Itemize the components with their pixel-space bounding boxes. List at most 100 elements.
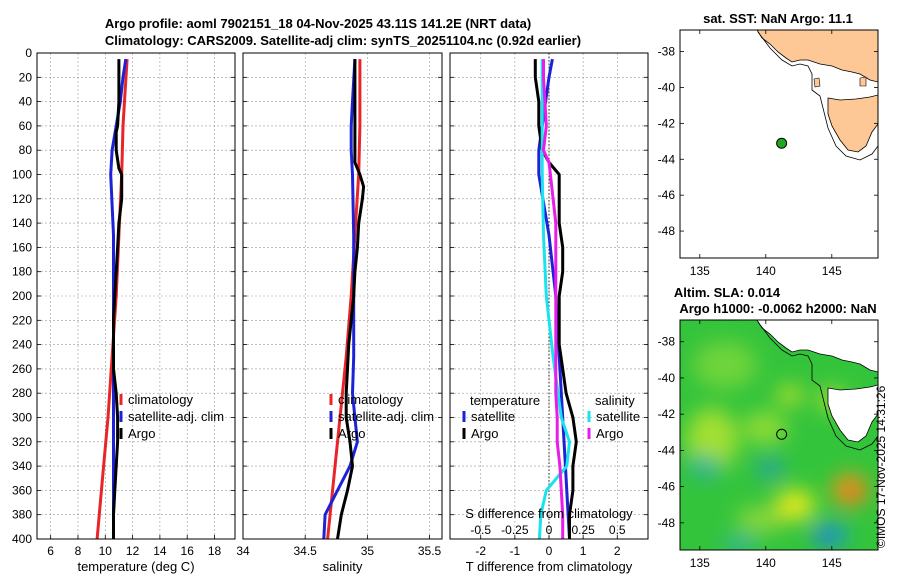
legend-label: Argo (338, 426, 365, 441)
x-tick-label: -2 (475, 544, 486, 558)
map-lon-tick-label: 145 (822, 264, 842, 278)
legend-label: Argo (471, 426, 498, 441)
series-line-salinity-argo (542, 59, 565, 539)
map-lat-tick-label: -48 (658, 224, 676, 238)
depth-tick-label: 380 (12, 508, 32, 522)
x-tick-label: 12 (126, 544, 140, 558)
difference-panel: -2 -1 0 1 2T difference from climatology temp… (449, 52, 649, 574)
tasmania-land (827, 94, 878, 153)
depth-tick-label: 340 (12, 459, 32, 473)
figure-title-line2: Climatology: CARS2009. Satellite-adj cli… (105, 33, 581, 48)
salinity-diff-axis-label: S difference from climatology (465, 506, 633, 521)
legend-label: Argo (128, 426, 155, 441)
depth-tick-label: 140 (12, 216, 32, 230)
sla-map-ticks: 135 140 145 -38 -40 -42 -44 -46 -48 (658, 320, 878, 570)
x-tick-label: 35 (361, 544, 375, 558)
depth-tick-label: 60 (19, 119, 33, 133)
salinity-diff-tick-label: 0 (546, 523, 553, 537)
temperature-panel: 0 20 40 60 80 100 120 140 160 180 200 220 240 260 280 3… (12, 46, 236, 574)
depth-tick-label: 260 (12, 362, 32, 376)
map-lon-tick-label: 145 (822, 556, 842, 570)
sla-map-title: Altim. SLA: 0.014 (674, 285, 781, 300)
salinity-diff-tick-label: 0.5 (609, 523, 626, 537)
sla-field (680, 320, 878, 550)
depth-tick-label: 360 (12, 483, 32, 497)
depth-tick-label: 320 (12, 435, 32, 449)
depth-tick-label: 280 (12, 386, 32, 400)
series-line-salinity-satellite (537, 59, 571, 540)
x-tick-label: 34.5 (294, 544, 318, 558)
float-position-marker (776, 137, 788, 149)
depth-tick-label: 300 (12, 411, 32, 425)
x-tick-label: 34 (236, 544, 250, 558)
sst-map-ticks: 135 140 145 -38 -40 -42 -44 -46 -48 (658, 30, 878, 278)
x-tick-label: 16 (181, 544, 195, 558)
sla-map-panel: Altim. SLA: 0.014 Argo h1000: -0.0062 h2… (658, 285, 879, 570)
map-lon-tick-label: 135 (690, 264, 710, 278)
depth-tick-label: 180 (12, 265, 32, 279)
sla-map-frame (679, 319, 879, 551)
map-lat-tick-label: -46 (658, 188, 676, 202)
king-island (813, 77, 821, 88)
map-lon-tick-label: 135 (690, 556, 710, 570)
map-lat-tick-label: -38 (658, 335, 676, 349)
x-tick-label: 0 (546, 544, 553, 558)
depth-tick-label: 400 (12, 532, 32, 546)
sla-map-subtitle: Argo h1000: -0.0062 h2000: NaN (679, 301, 876, 316)
legend-label: Argo (596, 426, 623, 441)
legend-label: climatology (338, 392, 404, 407)
series-line-temperature-argo (533, 59, 578, 539)
legend-label: satellite (471, 409, 515, 424)
depth-tick-label: 80 (19, 143, 33, 157)
depth-tick-label: 100 (12, 168, 32, 182)
sla-float-marker (776, 428, 788, 440)
salinity-diff-tick-label: 0.25 (571, 523, 595, 537)
x-axis-label: T difference from climatology (466, 559, 633, 574)
series-line-climatology (326, 59, 362, 540)
x-axis-label: salinity (323, 559, 363, 574)
map-lat-tick-label: -42 (658, 407, 676, 421)
x-tick-label: 18 (208, 544, 222, 558)
salinity-diff-tick-label: -0.25 (501, 523, 529, 537)
series-line-argo (112, 59, 124, 539)
sla-tasmania-land (827, 384, 878, 443)
map-lat-tick-label: -40 (658, 80, 676, 94)
legend-title-salinity: salinity (595, 393, 635, 408)
shelf-contour (757, 31, 878, 161)
x-tick-label: 2 (614, 544, 621, 558)
map-lat-tick-label: -46 (658, 480, 676, 494)
map-lat-tick-label: -42 (658, 116, 676, 130)
depth-tick-label: 120 (12, 192, 32, 206)
map-lat-tick-label: -48 (658, 516, 676, 530)
sla-shelf-contour (757, 321, 878, 451)
sst-map-title: sat. SST: NaN Argo: 11.1 (703, 11, 853, 26)
salinity-panel: 34 34.5 35 35.5 salinity climatology satellite… (236, 52, 443, 574)
legend-label: satellite-adj. clim (128, 409, 224, 424)
map-lat-tick-label: -38 (658, 45, 676, 59)
map-lat-tick-label: -40 (658, 371, 676, 385)
map-lon-tick-label: 140 (756, 264, 776, 278)
sla-mainland-land (756, 320, 878, 373)
x-tick-label: -1 (510, 544, 521, 558)
depth-tick-label: 0 (25, 46, 32, 60)
map-lat-tick-label: -44 (658, 443, 676, 457)
flinders-island (859, 76, 867, 87)
map-lat-tick-label: -44 (658, 152, 676, 166)
sst-map-frame (679, 29, 879, 259)
depth-tick-label: 200 (12, 289, 32, 303)
depth-tick-label: 240 (12, 338, 32, 352)
x-tick-label: 8 (75, 544, 82, 558)
series-line-argo (336, 59, 366, 540)
depth-tick-label: 40 (19, 95, 33, 109)
x-tick-label: 1 (580, 544, 587, 558)
legend-label: satellite (596, 409, 640, 424)
mainland-land (756, 30, 878, 83)
series-line-satellite-adj-clim (109, 58, 128, 539)
depth-tick-label: 160 (12, 240, 32, 254)
depth-tick-label: 20 (19, 70, 33, 84)
series-line-satellite-adj-clim (322, 59, 359, 540)
figure-title-line1: Argo profile: aoml 7902151_18 04-Nov-202… (105, 16, 531, 31)
depth-tick-label: 220 (12, 313, 32, 327)
map-lon-tick-label: 140 (756, 556, 776, 570)
